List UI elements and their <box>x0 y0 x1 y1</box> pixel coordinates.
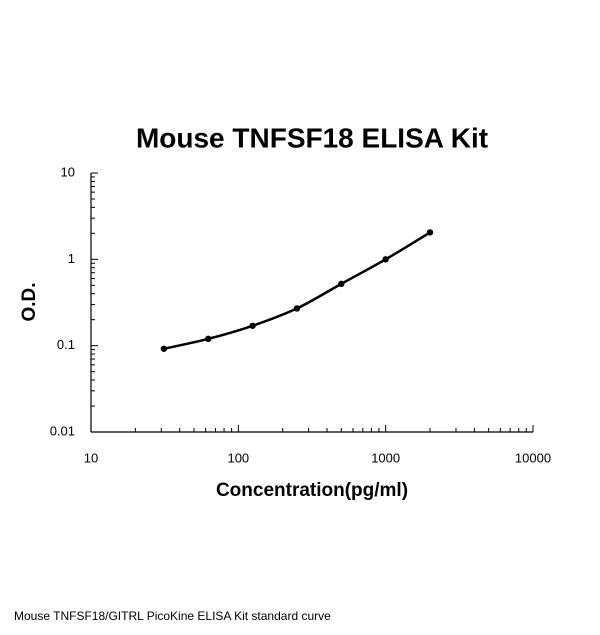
x-tick-label: 1000 <box>371 450 400 465</box>
curve <box>163 231 431 351</box>
point <box>249 322 256 329</box>
point <box>160 345 168 352</box>
y-tick-label: 1 <box>68 251 75 266</box>
point <box>205 335 212 343</box>
point <box>338 280 345 288</box>
x-axis-label: Concentration(pg/ml) <box>216 480 408 501</box>
x-tick-label: 10 <box>84 450 98 465</box>
chart-title: Mouse TNFSF18 ELISA Kit <box>136 122 488 153</box>
y-tick-label: 10 <box>61 164 75 179</box>
x-tick-label: 100 <box>227 450 249 465</box>
point <box>426 229 434 236</box>
caption: Mouse TNFSF18/GITRL PicoKine ELISA Kit s… <box>14 609 331 623</box>
y-axis-label: O.D. <box>19 282 40 321</box>
x-tick-label: 10000 <box>515 450 551 465</box>
point <box>382 256 389 263</box>
y-tick-label: 0.1 <box>57 337 75 352</box>
y-tick-label: 0.01 <box>50 423 75 438</box>
point <box>293 305 301 312</box>
